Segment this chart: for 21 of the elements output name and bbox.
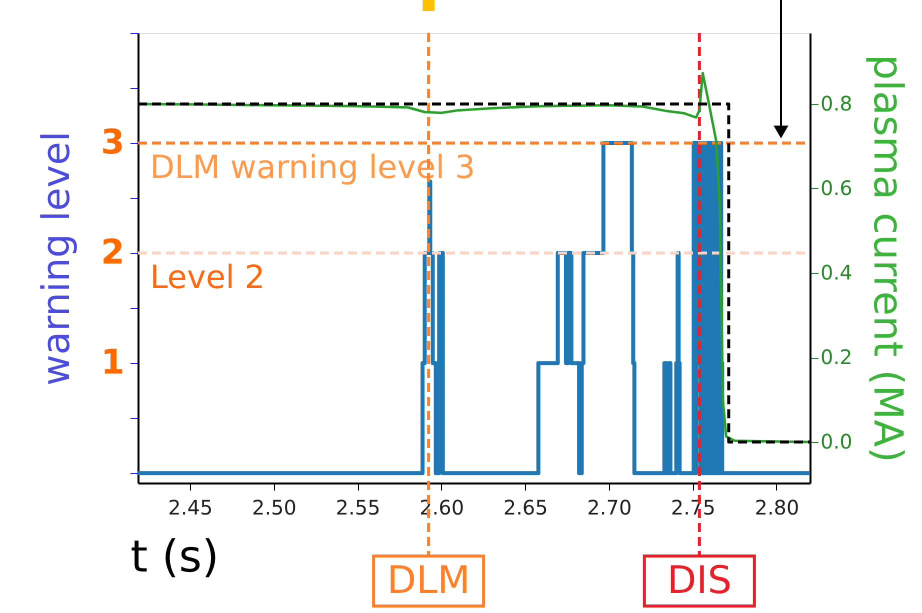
y-axis-title: warning level (34, 131, 78, 386)
y2-tick-label: 0.4 (820, 260, 852, 284)
x-tick-label: 2.70 (587, 496, 632, 520)
ref-line-label: Level 2 (150, 258, 265, 296)
x-tick-label: 2.80 (754, 496, 800, 520)
ref-line-label: DLM (386, 558, 470, 602)
y-tick-label: 2 (100, 232, 124, 273)
ref-line-label: DLM warning level 3 (150, 148, 476, 186)
ref-line-label: DIS (667, 558, 732, 602)
x-axis-title: t (s) (130, 532, 219, 582)
y2-axis-title: plasma current (MA) (864, 54, 910, 463)
y2-tick-label: 0.8 (820, 91, 852, 116)
x-tick-label: 2.55 (336, 496, 380, 520)
x-tick-label: 2.65 (503, 496, 548, 520)
x-tick-label: 2.50 (252, 496, 297, 520)
y-tick-label: 1 (100, 342, 124, 383)
x-tick-label: 2.45 (168, 496, 213, 520)
y2-tick-label: 0.2 (820, 345, 852, 370)
y2-tick-label: 0.6 (820, 176, 852, 200)
y2-tick-label: 0.0 (820, 430, 852, 454)
y-tick-label: 3 (100, 122, 124, 163)
